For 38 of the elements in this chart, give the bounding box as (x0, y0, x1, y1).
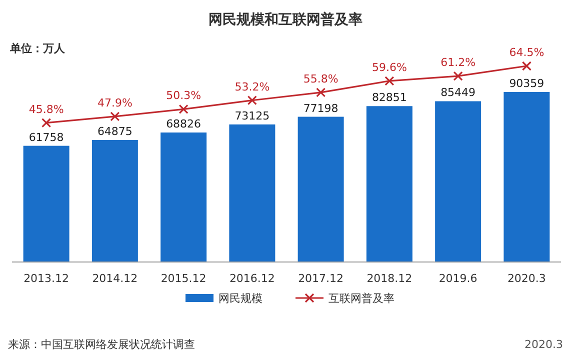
y-axis-title: 单位：万人 (9, 42, 66, 55)
data-label: 68826 (166, 118, 202, 131)
data-label: 61.2% (440, 56, 476, 70)
bar (92, 140, 138, 262)
data-label: 64875 (97, 124, 132, 138)
bar (435, 101, 482, 262)
bar (160, 132, 207, 262)
data-label: 50.3% (166, 89, 202, 102)
bar (23, 146, 70, 262)
data-label: 45.8% (28, 102, 64, 116)
data-label: 64.5% (509, 46, 544, 59)
legend-label: 网民规模 (218, 292, 262, 305)
bar (366, 106, 412, 262)
data-label: 85449 (440, 86, 476, 100)
source-note: 来源：中国互联网络发展状况统计调查 (8, 338, 195, 351)
chart-title: 网民规模和互联网普及率 (208, 11, 362, 28)
bar (504, 92, 550, 262)
data-label: 77198 (303, 102, 338, 115)
x-tick-label: 2017.12 (298, 272, 344, 285)
x-tick-label: 2016.12 (229, 272, 275, 285)
x-tick-label: 2019.6 (438, 272, 478, 285)
data-label: 90359 (509, 77, 544, 90)
data-label: 47.9% (97, 96, 132, 110)
bar (298, 116, 344, 262)
x-tick-label: 2020.3 (507, 272, 546, 285)
data-label: 55.8% (303, 72, 338, 86)
data-label: 73125 (234, 109, 270, 122)
data-label: 82851 (372, 91, 407, 104)
data-label: 53.2% (234, 80, 270, 94)
data-label: 61758 (28, 130, 64, 144)
x-tick-label: 2013.12 (24, 272, 70, 285)
text: 2020.3 (524, 338, 563, 351)
x-tick-label: 2014.12 (92, 272, 138, 285)
bar (229, 124, 276, 262)
legend-label: 互联网普及率 (328, 292, 394, 305)
data-label: 59.6% (372, 60, 407, 74)
x-tick-label: 2018.12 (366, 272, 412, 285)
x-tick-label: 2015.12 (160, 272, 206, 285)
